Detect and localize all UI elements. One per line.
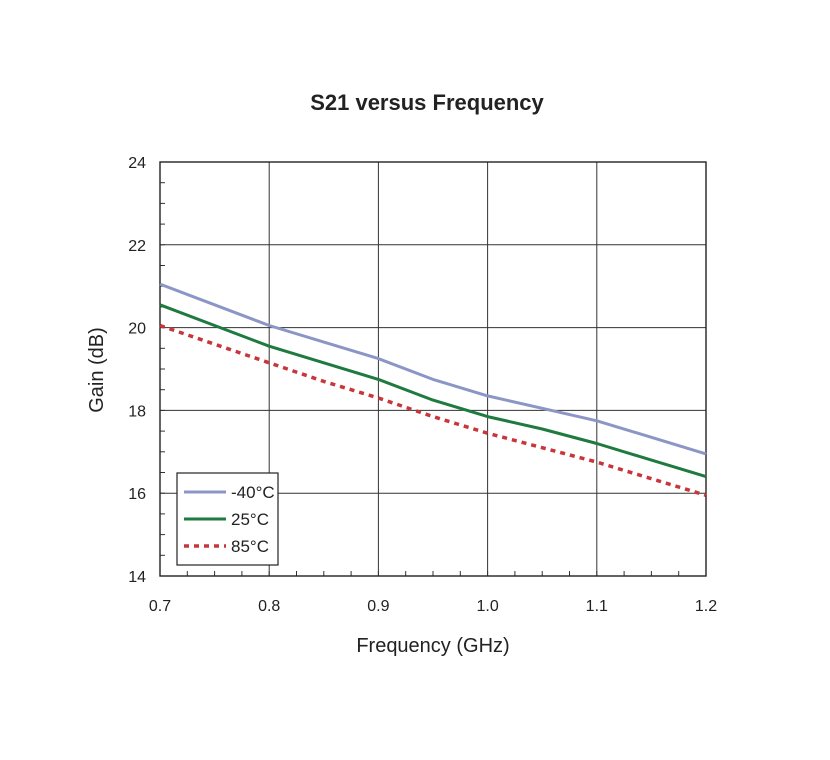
x-tick-label: 0.9 [367,598,389,615]
x-tick-labels: 0.7 0.8 0.9 1.0 1.1 1.2 [149,598,717,615]
series-layer [159,282,707,497]
x-axis-label: Frequency (GHz) [356,635,509,657]
y-tick-label: 16 [128,486,146,503]
x-tick-label: 1.0 [476,598,498,615]
legend-label-2: 85°C [231,537,269,556]
x-tick-label: 0.7 [149,598,171,615]
legend-label-1: 25°C [231,510,269,529]
y-axis-label: Gain (dB) [86,327,108,413]
legend-items: -40°C 25°C 85°C [184,483,275,556]
y-tick-labels: 14 16 18 20 22 24 [128,155,146,586]
y-tick-label: 18 [128,403,146,420]
x-tick-label: 1.2 [695,598,717,615]
chart-title: S21 versus Frequency [310,90,544,115]
legend: -40°C 25°C 85°C [176,472,279,566]
series-line-1 [159,303,707,479]
y-tick-label: 24 [128,155,146,172]
x-tick-label: 0.8 [258,598,280,615]
legend-label-0: -40°C [231,483,275,502]
series-line-0 [159,282,707,456]
y-tick-label: 22 [128,238,146,255]
y-tick-label: 20 [128,321,146,338]
y-tick-label: 14 [128,569,146,586]
plot-frame [159,161,707,577]
x-tick-label: 1.1 [586,598,608,615]
